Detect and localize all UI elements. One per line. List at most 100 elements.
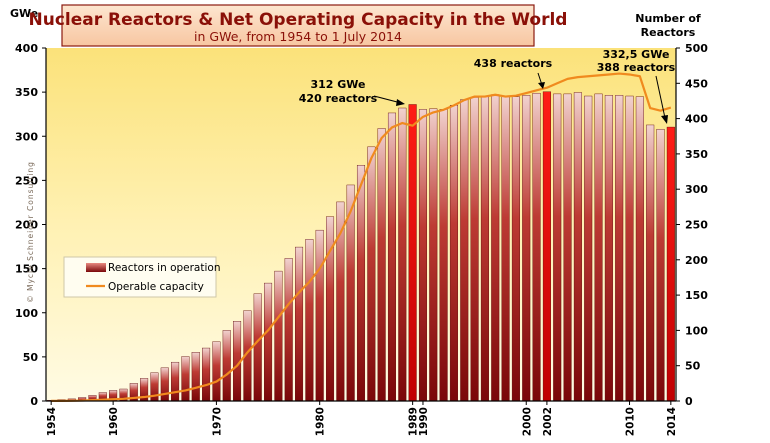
legend-bar-swatch [86,263,106,272]
annotation-2014-arrow [655,75,666,119]
bar-1978 [295,246,304,402]
right-tick-label: 0 [685,395,693,408]
legend: Reactors in operation Operable capacity [63,256,220,298]
annotation-2014-line1: 332,5 GWe [603,48,670,61]
right-tick-label: 450 [685,77,708,90]
bar-1970 [212,341,221,402]
annotation-2014-arrowhead [661,115,668,124]
annotation-1989: 312 GWe 420 reactors [299,78,405,106]
bar-1971 [222,330,231,402]
x-tick-label-2014: 2014 [666,407,678,436]
left-tick-label: 400 [15,42,38,55]
bar-1997 [491,94,500,402]
bar-1974 [253,293,262,402]
bar-2003 [553,93,562,402]
right-tick-label: 50 [685,360,701,373]
bar-1994 [460,99,469,402]
bar-2013 [656,128,665,402]
capacity-line-series [51,72,672,403]
bar-1984 [356,164,366,402]
right-tick-label: 500 [685,42,708,55]
bar-1987 [387,112,397,402]
left-axis-unit: GWe [10,7,38,20]
annotation-1989-line1: 312 GWe [310,78,365,91]
x-tick-label-2002: 2002 [542,407,554,436]
bar-2012 [646,124,655,402]
bar-2009 [615,95,624,402]
bar-2011 [635,96,644,402]
bar-2007 [594,93,603,402]
right-axis-title-line2: Reactors [641,26,696,39]
x-tick-label-1970: 1970 [211,407,223,436]
bar-2014 [666,126,675,402]
title-box-frame [61,4,535,47]
bar-1992 [439,109,448,402]
x-tick-label-1990: 1990 [418,407,430,436]
bar-1966 [171,361,180,402]
bar-2010 [625,95,634,402]
left-tick-label: 200 [15,219,38,232]
bar-1980 [315,229,324,402]
chart-subtitle: in GWe, from 1954 to 1 July 2014 [194,29,402,44]
left-tick-label: 150 [15,263,38,276]
left-tick-label: 0 [30,395,38,408]
left-axis-ticks: 0 50 100 150 200 250 300 350 400 [15,42,46,408]
x-tick-label-1960: 1960 [108,407,120,436]
bar-2000 [522,95,531,402]
bar-1968 [191,352,200,402]
x-tick-label-1989: 1989 [408,407,420,436]
bar-series [47,91,675,402]
left-tick-label: 250 [15,174,38,187]
bar-1967 [181,356,190,402]
x-tick-label-2000: 2000 [521,407,533,436]
left-tick-label: 300 [15,130,38,143]
bar-1986 [377,128,386,402]
right-tick-label: 100 [685,324,708,337]
bar-2005 [573,92,582,402]
bar-1988 [398,107,407,402]
bar-2008 [604,95,613,402]
right-tick-label: 200 [685,254,708,267]
left-tick-label: 50 [23,351,39,364]
left-tick-label: 100 [15,307,38,320]
right-tick-label: 300 [685,183,708,196]
right-tick-label: 250 [685,219,708,232]
bar-1999 [511,96,520,402]
right-tick-label: 400 [685,113,708,126]
bar-1993 [449,104,458,402]
annotation-1989-arrow [373,95,402,104]
bar-1989 [408,104,417,402]
bar-1985 [367,146,376,402]
annotation-2002-label: 438 reactors [474,57,553,70]
annotation-2002: 438 reactors [474,57,553,89]
bar-1969 [202,347,211,402]
x-tick-label-1954: 1954 [46,407,58,436]
bar-1990 [418,109,427,402]
legend-line-label: Operable capacity [108,281,204,293]
bar-1996 [480,95,489,402]
annotation-2014-line2: 388 reactors [597,61,676,74]
bar-1965 [160,367,169,402]
watermark: © Mycle Schneider Consulting [26,161,35,303]
bar-1998 [501,95,510,402]
capacity-line [51,72,672,403]
annotation-1989-arrowhead [396,99,405,106]
bar-2002 [542,91,551,402]
bar-1976 [274,270,283,402]
bar-1995 [470,97,479,402]
annotation-2014: 332,5 GWe 388 reactors [597,48,676,124]
bar-2001 [532,92,541,402]
legend-bar-label: Reactors in operation [108,262,220,274]
bar-1975 [264,282,273,402]
bar-1991 [429,108,438,402]
x-tick-label-1980: 1980 [315,407,327,436]
right-tick-label: 150 [685,289,708,302]
left-tick-label: 350 [15,86,38,99]
bar-2004 [563,93,572,402]
chart-title: Nuclear Reactors & Net Operating Capacit… [29,10,568,30]
right-axis-ticks: 0 50 100 150 200 250 300 350 400 450 500 [676,42,708,408]
annotation-1989-line2: 420 reactors [299,92,378,105]
right-tick-label: 350 [685,148,708,161]
